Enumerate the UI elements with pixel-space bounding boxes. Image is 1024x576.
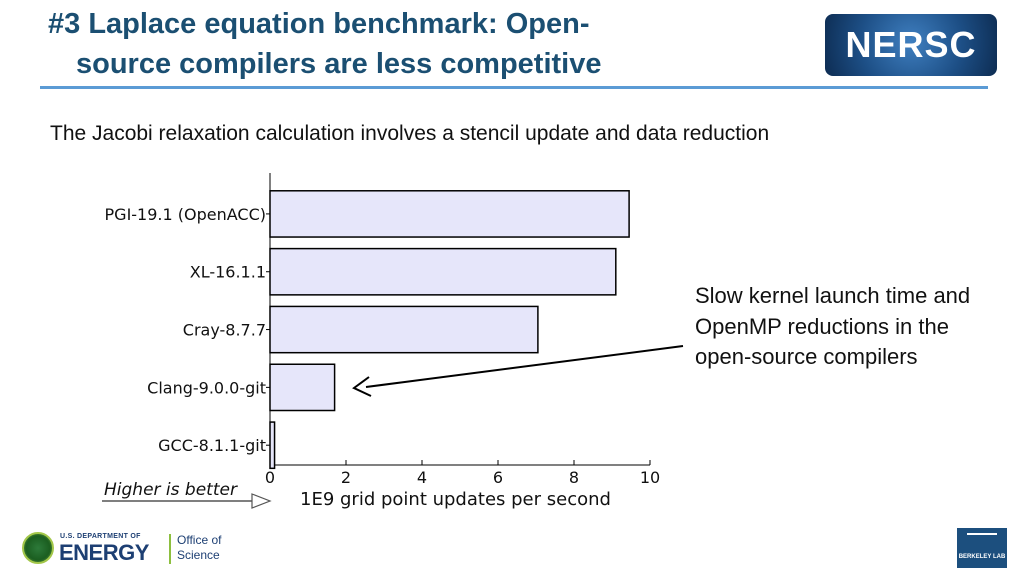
bar: [269, 247, 617, 296]
doe-logo-office-text: Office of Science: [177, 533, 222, 562]
x-tick-label: 10: [640, 468, 660, 487]
slide-subtitle: The Jacobi relaxation calculation involv…: [50, 122, 770, 145]
berkeley-lab-logo-text: BERKELEY LAB: [958, 554, 1006, 560]
doe-logo-divider: [169, 534, 171, 564]
bar: [269, 305, 539, 354]
higher-is-better-arrow-head: [251, 493, 272, 509]
annotation-text: Slow kernel launch time and OpenMP reduc…: [695, 283, 971, 369]
x-axis-label: 1E9 grid point updates per second: [300, 489, 611, 510]
x-tick-label: 2: [341, 468, 351, 487]
x-tick-label: 6: [493, 468, 503, 487]
y-tick-label: XL-16.1.1: [190, 263, 266, 282]
bar-chart: PGI-19.1 (OpenACC) XL-16.1.1 Cray-8.7.7 Cla…: [102, 173, 660, 510]
nersc-logo-text: NERSC: [845, 24, 977, 65]
bar: [269, 363, 336, 412]
y-tick-label: Clang-9.0.0-git: [147, 378, 266, 397]
berkeley-lab-bars-icon: [967, 533, 997, 551]
title-divider: [40, 86, 988, 89]
y-tick-label: PGI-19.1 (OpenACC): [105, 205, 266, 224]
doe-logo-energy-text: ENERGY: [59, 540, 149, 565]
slide-title: #3 Laplace equation benchmark: Open- sou…: [48, 4, 748, 84]
doe-logo-small-text: U.S. DEPARTMENT OF: [60, 533, 141, 540]
y-tick-label: Cray-8.7.7: [183, 321, 266, 340]
slide-title-line-1: #3 Laplace equation benchmark: Open-: [48, 8, 590, 40]
doe-office-of-science-logo: U.S. DEPARTMENT OF ENERGY Office of Scie…: [22, 532, 222, 566]
nersc-logo: NERSC: [825, 14, 997, 76]
x-tick-label: 4: [417, 468, 427, 487]
bar: [269, 421, 276, 470]
y-tick-label: GCC-8.1.1-git: [158, 436, 266, 455]
x-tick-label: 8: [569, 468, 579, 487]
slide-title-line-2: source compilers are less competitive: [76, 48, 602, 80]
doe-seal-icon: [22, 532, 54, 564]
bar: [269, 190, 630, 238]
berkeley-lab-logo: BERKELEY LAB: [957, 528, 1007, 568]
higher-is-better-label: Higher is better: [104, 480, 238, 500]
x-tick-label: 0: [265, 468, 275, 487]
